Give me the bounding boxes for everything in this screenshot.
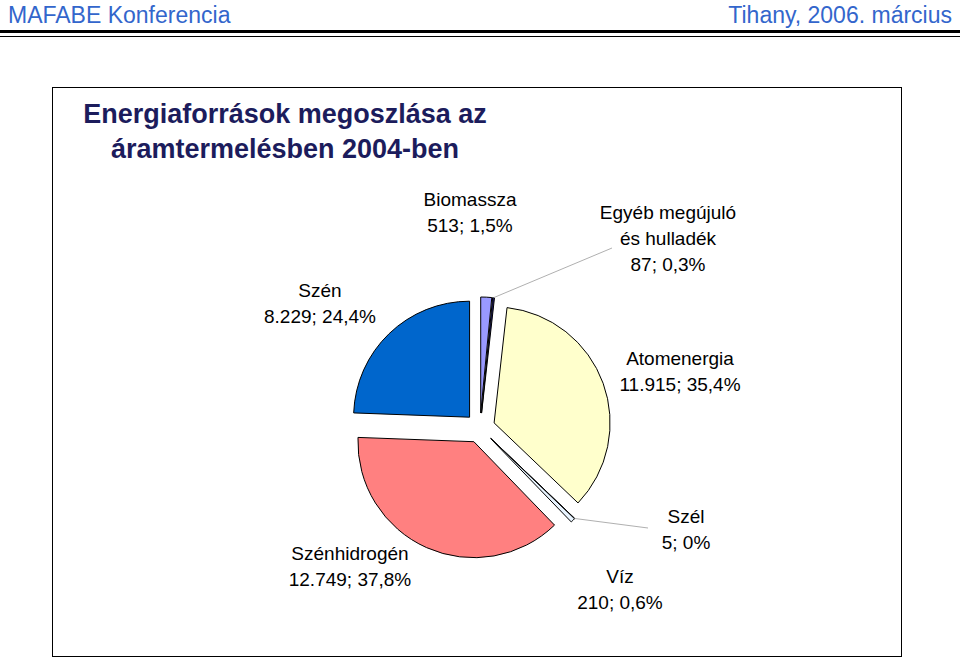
category-label: Egyéb megújuló és hulladék — [593, 200, 743, 252]
header-rule — [0, 30, 960, 33]
category-label: Atomenergia — [580, 346, 780, 372]
value-label: 5; 0% — [626, 530, 746, 556]
value-label: 11.915; 35,4% — [580, 372, 780, 398]
slice-label: Atomenergia11.915; 35,4% — [580, 346, 780, 398]
pie-chart — [0, 0, 960, 661]
slice-label: Szén8.229; 24,4% — [220, 278, 420, 330]
value-label: 210; 0,6% — [560, 590, 680, 616]
header-rule — [0, 36, 960, 37]
value-label: 8.229; 24,4% — [220, 304, 420, 330]
pie-slice — [494, 308, 610, 503]
slice-label: Szénhidrogén12.749; 37,8% — [250, 541, 450, 593]
header-right: Tihany, 2006. március — [728, 2, 952, 29]
chart-frame — [52, 87, 902, 657]
pie-slice — [358, 437, 555, 557]
slice-label: Víz210; 0,6% — [560, 564, 680, 616]
slice-label: Szél5; 0% — [626, 504, 746, 556]
category-label: Szén — [220, 278, 420, 304]
category-label: Szénhidrogén — [250, 541, 450, 567]
value-label: 87; 0,3% — [593, 252, 743, 278]
header-left: MAFABE Konferencia — [8, 2, 230, 29]
leader-line — [575, 518, 648, 528]
category-label: Szél — [626, 504, 746, 530]
chart-title: Energiaforrások megoszlása az áramtermel… — [45, 97, 525, 167]
leader-line — [494, 248, 612, 298]
slice-label: Biomassza513; 1,5% — [385, 187, 555, 239]
category-label: Víz — [560, 564, 680, 590]
pie-slice — [482, 298, 495, 413]
value-label: 12.749; 37,8% — [250, 567, 450, 593]
pie-slice — [481, 297, 492, 413]
value-label: 513; 1,5% — [385, 213, 555, 239]
slice-label: Egyéb megújuló és hulladék87; 0,3% — [593, 200, 743, 278]
category-label: Biomassza — [385, 187, 555, 213]
